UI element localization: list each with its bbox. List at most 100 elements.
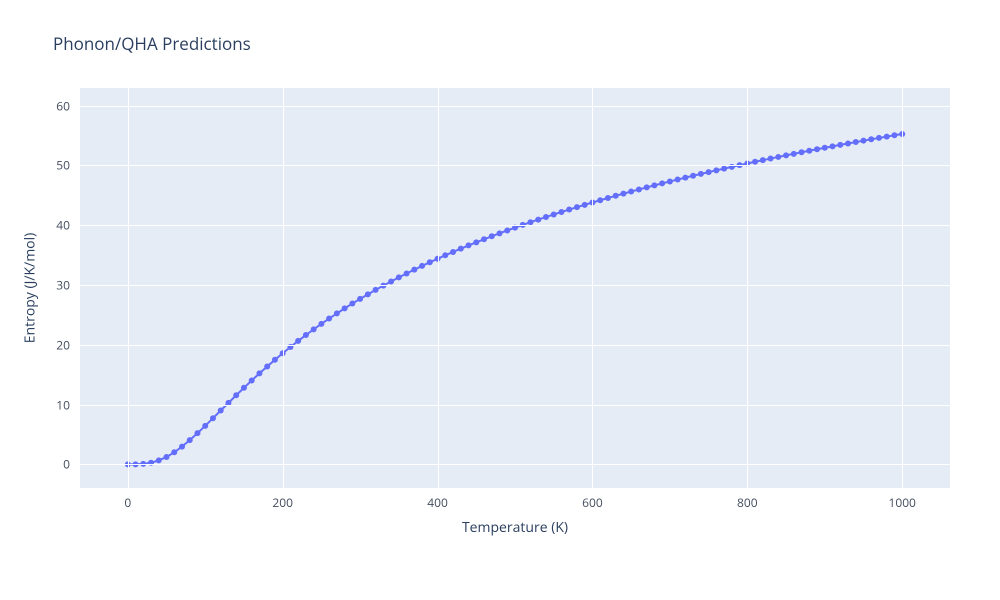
- data-point[interactable]: [876, 135, 882, 141]
- data-point[interactable]: [388, 278, 394, 284]
- data-point[interactable]: [187, 437, 193, 443]
- data-point[interactable]: [179, 444, 185, 450]
- data-point[interactable]: [884, 134, 890, 140]
- data-point[interactable]: [853, 139, 859, 145]
- data-point[interactable]: [194, 430, 200, 436]
- data-point[interactable]: [574, 204, 580, 210]
- data-point[interactable]: [597, 197, 603, 203]
- data-point[interactable]: [473, 239, 479, 245]
- data-point[interactable]: [450, 249, 456, 255]
- data-point[interactable]: [164, 454, 170, 460]
- data-point[interactable]: [264, 364, 270, 370]
- gridline-vertical: [747, 88, 748, 488]
- data-point[interactable]: [357, 296, 363, 302]
- x-tick-label: 1000: [888, 494, 915, 511]
- data-point[interactable]: [411, 267, 417, 273]
- data-point[interactable]: [334, 310, 340, 316]
- x-tick-label: 200: [272, 494, 293, 511]
- data-point[interactable]: [837, 142, 843, 148]
- data-point[interactable]: [566, 207, 572, 213]
- data-point[interactable]: [659, 180, 665, 186]
- data-point[interactable]: [218, 408, 224, 414]
- data-point[interactable]: [775, 154, 781, 160]
- data-point[interactable]: [558, 209, 564, 215]
- series-line[interactable]: [128, 134, 902, 464]
- data-point[interactable]: [651, 182, 657, 188]
- data-point[interactable]: [830, 143, 836, 149]
- data-point[interactable]: [845, 140, 851, 146]
- data-point[interactable]: [442, 252, 448, 258]
- data-point[interactable]: [419, 263, 425, 269]
- data-point[interactable]: [675, 177, 681, 183]
- data-point[interactable]: [295, 338, 301, 344]
- gridline-vertical: [592, 88, 593, 488]
- data-point[interactable]: [721, 166, 727, 172]
- data-point[interactable]: [171, 449, 177, 455]
- gridline-vertical: [902, 88, 903, 488]
- data-point[interactable]: [667, 178, 673, 184]
- data-point[interactable]: [481, 236, 487, 242]
- data-point[interactable]: [799, 149, 805, 155]
- gridline-vertical: [283, 88, 284, 488]
- data-point[interactable]: [690, 173, 696, 179]
- data-point[interactable]: [582, 202, 588, 208]
- data-point[interactable]: [272, 357, 278, 363]
- data-point[interactable]: [628, 189, 634, 195]
- data-point[interactable]: [752, 159, 758, 165]
- data-point[interactable]: [342, 305, 348, 311]
- data-point[interactable]: [613, 193, 619, 199]
- gridline-horizontal: [80, 165, 950, 166]
- data-point[interactable]: [365, 291, 371, 297]
- data-point[interactable]: [535, 217, 541, 223]
- data-point[interactable]: [620, 191, 626, 197]
- gridline-vertical: [128, 88, 129, 488]
- data-point[interactable]: [713, 167, 719, 173]
- chart-title: Phonon/QHA Predictions: [53, 32, 251, 55]
- x-tick-label: 600: [582, 494, 603, 511]
- data-point[interactable]: [256, 370, 262, 376]
- data-point[interactable]: [791, 151, 797, 157]
- data-point[interactable]: [156, 457, 162, 463]
- data-point[interactable]: [644, 184, 650, 190]
- data-point[interactable]: [210, 415, 216, 421]
- data-point[interactable]: [497, 230, 503, 236]
- data-point[interactable]: [698, 171, 704, 177]
- data-point[interactable]: [543, 214, 549, 220]
- data-point[interactable]: [396, 274, 402, 280]
- data-point[interactable]: [682, 175, 688, 181]
- data-point[interactable]: [311, 326, 317, 332]
- data-point[interactable]: [768, 156, 774, 162]
- data-point[interactable]: [504, 227, 510, 233]
- data-point[interactable]: [806, 148, 812, 154]
- data-point[interactable]: [349, 301, 355, 307]
- data-point[interactable]: [551, 211, 557, 217]
- x-tick-label: 400: [427, 494, 448, 511]
- x-tick-label: 0: [124, 494, 131, 511]
- data-point[interactable]: [249, 377, 255, 383]
- data-point[interactable]: [404, 270, 410, 276]
- data-point[interactable]: [605, 195, 611, 201]
- plot-area[interactable]: [80, 88, 950, 488]
- y-axis-label: Entropy (J/K/mol): [21, 233, 40, 344]
- data-point[interactable]: [489, 233, 495, 239]
- data-point[interactable]: [427, 259, 433, 265]
- data-point[interactable]: [860, 138, 866, 144]
- data-point[interactable]: [760, 157, 766, 163]
- data-point[interactable]: [303, 332, 309, 338]
- data-point[interactable]: [891, 132, 897, 138]
- data-point[interactable]: [783, 152, 789, 158]
- data-point[interactable]: [202, 423, 208, 429]
- data-point[interactable]: [318, 321, 324, 327]
- data-point[interactable]: [706, 169, 712, 175]
- data-point[interactable]: [458, 246, 464, 252]
- data-point[interactable]: [373, 287, 379, 293]
- data-point[interactable]: [868, 136, 874, 142]
- data-point[interactable]: [326, 316, 332, 322]
- data-point[interactable]: [233, 392, 239, 398]
- data-point[interactable]: [636, 186, 642, 192]
- data-point[interactable]: [466, 242, 472, 248]
- data-trace[interactable]: [80, 88, 950, 488]
- data-point[interactable]: [241, 385, 247, 391]
- data-point[interactable]: [814, 146, 820, 152]
- data-point[interactable]: [822, 145, 828, 151]
